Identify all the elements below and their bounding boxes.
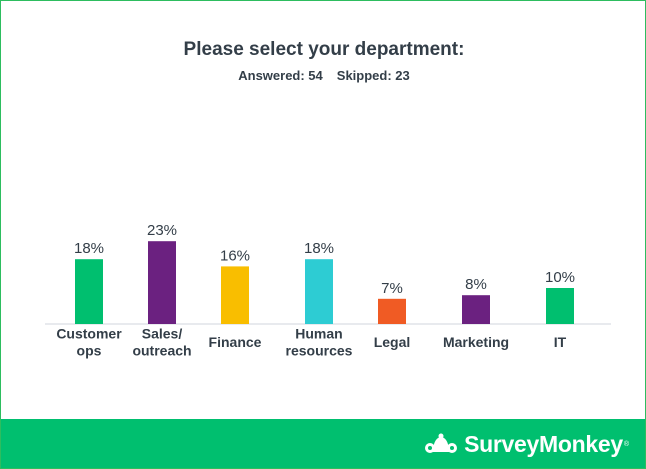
value-label: 16% — [220, 247, 250, 264]
bar — [305, 259, 333, 324]
chart-title: Please select your department: — [183, 39, 465, 60]
response-counts: Answered: 54 Skipped: 23 — [1, 68, 645, 83]
bar — [378, 298, 406, 324]
category-label: Finance — [209, 334, 262, 350]
answered-count: Answered: 54 — [238, 68, 323, 83]
value-label: 23% — [147, 222, 177, 239]
value-label: 10% — [545, 269, 575, 286]
category-label: outreach — [132, 343, 191, 359]
value-label: 18% — [304, 240, 334, 257]
bar — [462, 295, 490, 324]
category-label: Customer — [56, 326, 122, 342]
category-label: ops — [77, 343, 102, 359]
bar — [546, 288, 574, 324]
category-label: Sales/ — [142, 326, 183, 342]
category-label: Marketing — [443, 334, 509, 350]
bar — [148, 241, 176, 324]
bar — [75, 259, 103, 324]
footer-bar: SurveyMonkey ® — [1, 419, 645, 468]
category-label: Human — [295, 326, 342, 342]
value-label: 18% — [74, 240, 104, 257]
brand-name: SurveyMonkey — [464, 431, 623, 457]
surveymonkey-logo[interactable]: SurveyMonkey ® — [424, 431, 629, 458]
monkey-logo-icon — [425, 433, 458, 453]
value-label: 8% — [465, 276, 487, 293]
category-label: IT — [554, 334, 567, 350]
category-label: resources — [286, 343, 353, 359]
bar — [221, 266, 249, 324]
value-label: 7% — [381, 280, 403, 297]
registered-mark: ® — [623, 441, 629, 448]
category-label: Legal — [374, 334, 411, 350]
skipped-count: Skipped: 23 — [336, 68, 410, 83]
